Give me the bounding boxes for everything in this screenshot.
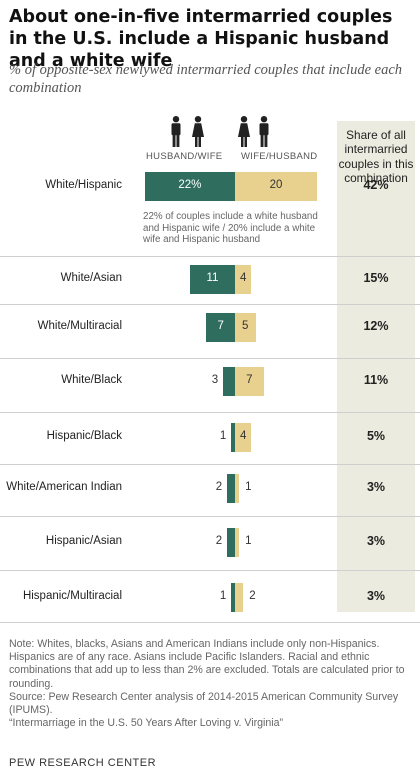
value-label-husband-wife: 2 — [215, 481, 223, 493]
woman-icon — [192, 116, 204, 147]
share-value: 12% — [363, 319, 389, 333]
bar-wife-husband — [235, 264, 252, 294]
category-label: Hispanic/Multiracial — [22, 590, 122, 602]
value-label-wife-husband: 4 — [239, 430, 247, 442]
value-label-wife-husband: 5 — [242, 320, 249, 332]
row-divider — [0, 570, 420, 571]
value-label-wife-husband: 1 — [245, 535, 252, 547]
category-label: White/Black — [61, 374, 122, 386]
share-column-background — [337, 121, 415, 612]
value-label-husband-wife: 1 — [219, 430, 227, 442]
category-label: White/Asian — [60, 272, 122, 284]
pew-logo: PEW RESEARCH CENTER — [9, 757, 157, 769]
bar-husband-wife — [230, 422, 235, 452]
chart-subtitle: % of opposite-sex newlywed intermarried … — [9, 62, 403, 96]
row-divider — [0, 256, 420, 257]
bar-husband-wife — [226, 473, 235, 503]
value-label-wife-husband: 1 — [245, 481, 252, 493]
row-divider — [0, 412, 420, 413]
row-divider — [0, 622, 420, 623]
bar-wife-husband — [235, 422, 252, 452]
bar-wife-husband — [235, 582, 244, 612]
bar-husband-wife — [226, 527, 235, 557]
category-label: White/Hispanic — [45, 179, 122, 191]
category-label: White/Multiracial — [37, 320, 122, 332]
row-divider — [0, 304, 420, 305]
legend-wife-husband: WIFE/HUSBAND — [241, 151, 318, 162]
category-label: White/American Indian — [6, 481, 122, 493]
legend-husband-wife: HUSBAND/WIFE — [146, 151, 223, 162]
bar-wife-husband — [235, 473, 240, 503]
value-label-husband-wife: 1 — [219, 590, 227, 602]
share-value: 3% — [366, 534, 386, 548]
category-label: Hispanic/Asian — [45, 535, 122, 547]
source-text: Source: Pew Research Center analysis of … — [9, 690, 399, 717]
row-divider — [0, 358, 420, 359]
bar-wife-husband — [235, 171, 317, 201]
woman-icon — [238, 116, 250, 147]
notes: Note: Whites, blacks, Asians and America… — [9, 638, 414, 730]
note-text: Note: Whites, blacks, Asians and America… — [9, 638, 405, 690]
chart-title: About one-in-five intermarried couples i… — [9, 7, 393, 71]
bar-husband-wife — [206, 312, 235, 342]
row-divider — [0, 464, 420, 465]
value-label-wife-husband: 4 — [239, 272, 247, 284]
share-value: 15% — [363, 271, 389, 285]
share-value: 11% — [363, 373, 389, 387]
share-value: 42% — [363, 178, 389, 192]
bar-wife-husband — [235, 366, 264, 396]
value-label-husband-wife: 7 — [217, 320, 224, 332]
value-label-husband-wife: 22% — [178, 179, 202, 191]
man-icon — [171, 116, 181, 147]
share-value: 3% — [366, 480, 386, 494]
report-title: “Intermarriage in the U.S. 50 Years Afte… — [9, 717, 284, 730]
value-label-wife-husband: 7 — [246, 374, 253, 386]
bar-husband-wife — [144, 171, 235, 201]
value-label-husband-wife: 2 — [215, 535, 223, 547]
category-label: Hispanic/Black — [46, 430, 122, 442]
chart-annotation: 22% of couples include a white husband a… — [143, 211, 318, 246]
bar-husband-wife — [189, 264, 235, 294]
bar-husband-wife — [222, 366, 235, 396]
bar-wife-husband — [235, 312, 256, 342]
share-column-header: Share of all intermarried couples in thi… — [338, 128, 414, 185]
value-label-wife-husband: 2 — [249, 590, 256, 602]
share-value: 3% — [366, 589, 386, 603]
row-divider — [0, 516, 420, 517]
value-label-husband-wife: 11 — [206, 272, 219, 284]
value-label-wife-husband: 20 — [269, 179, 283, 191]
share-value: 5% — [366, 429, 386, 443]
value-label-husband-wife: 3 — [211, 374, 219, 386]
man-icon — [259, 116, 269, 147]
bar-husband-wife — [230, 582, 235, 612]
bar-wife-husband — [235, 527, 240, 557]
